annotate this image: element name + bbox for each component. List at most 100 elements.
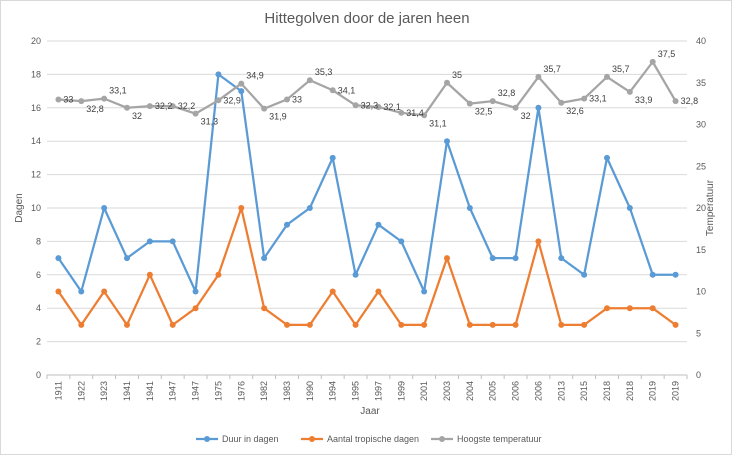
data-point-aantal-tropische-dagen — [78, 321, 85, 328]
x-tick-label: 2013 — [556, 381, 566, 401]
data-point-hoogste-temperatuur — [421, 112, 428, 119]
y-tick-label-right: 30 — [696, 120, 706, 130]
y-tick-label-right: 40 — [696, 36, 706, 46]
data-point-aantal-tropische-dagen — [124, 321, 130, 328]
data-point-duur-in-dagen — [306, 205, 313, 211]
data-label: 32,3 — [361, 100, 379, 110]
legend-marker-aantal-tropische-dagen — [309, 436, 315, 442]
x-tick-label: 1982 — [259, 381, 269, 401]
data-point-hoogste-temperatuur — [489, 98, 496, 105]
data-point-hoogste-temperatuur — [215, 97, 222, 104]
data-label: 32,9 — [223, 95, 241, 105]
data-point-hoogste-temperatuur — [146, 103, 153, 110]
data-point-duur-in-dagen — [238, 88, 245, 95]
data-point-duur-in-dagen — [581, 271, 588, 278]
series-line-aantal-tropische-dagen — [57, 206, 677, 327]
data-label: 35,3 — [315, 67, 333, 77]
data-label: 31,1 — [429, 118, 447, 128]
data-point-duur-in-dagen — [101, 205, 108, 211]
gridlines — [47, 40, 687, 376]
data-point-aantal-tropische-dagen — [581, 321, 588, 328]
x-tick-label: 1999 — [396, 381, 406, 401]
data-point-aantal-tropische-dagen — [398, 321, 405, 328]
data-label: 35,7 — [612, 64, 630, 74]
x-tick-label: 2006 — [533, 381, 543, 401]
data-point-duur-in-dagen — [169, 238, 176, 245]
y-tick-label-left: 18 — [31, 69, 41, 79]
data-point-aantal-tropische-dagen — [375, 288, 382, 295]
data-point-hoogste-temperatuur — [352, 102, 359, 109]
data-point-duur-in-dagen — [261, 255, 268, 262]
data-point-hoogste-temperatuur — [78, 98, 85, 105]
data-label: 33,1 — [109, 86, 127, 96]
data-point-duur-in-dagen — [352, 271, 359, 278]
data-point-hoogste-temperatuur — [306, 77, 313, 84]
y-tick-label-right: 35 — [696, 78, 706, 88]
legend-label-duur-in-dagen: Duur in dagen — [222, 434, 279, 444]
data-label: 32 — [521, 111, 531, 121]
data-point-aantal-tropische-dagen — [169, 321, 176, 328]
data-point-duur-in-dagen — [421, 288, 428, 295]
y-tick-label-left: 16 — [31, 103, 41, 113]
data-point-duur-in-dagen — [284, 221, 290, 228]
data-point-hoogste-temperatuur — [55, 96, 62, 103]
y-tick-label-left: 6 — [36, 270, 41, 280]
y-tick-label-left: 12 — [31, 170, 41, 180]
data-label: 32,2 — [178, 101, 196, 111]
data-label: 32,6 — [566, 106, 584, 116]
data-label: 33,1 — [589, 94, 607, 104]
data-point-aantal-tropische-dagen — [421, 321, 428, 328]
y-tick-label-left: 8 — [36, 236, 41, 246]
y-tick-label-right: 25 — [696, 161, 706, 171]
y-tick-label-left: 14 — [31, 136, 41, 146]
data-point-duur-in-dagen — [329, 154, 336, 161]
y-tick-label-right: 15 — [696, 245, 706, 255]
data-point-hoogste-temperatuur — [169, 103, 176, 110]
y-tick-label-left: 2 — [36, 337, 41, 347]
data-point-duur-in-dagen — [444, 138, 450, 145]
data-labels: 33 32,8 33,1 32 32,2 32,2 31,3 32,9 34,9 31,9 33 35… — [63, 49, 698, 128]
data-point-duur-in-dagen — [466, 205, 473, 211]
y-tick-label-right: 0 — [696, 370, 701, 380]
data-label: 32,1 — [383, 102, 401, 112]
data-label: 31,9 — [269, 112, 287, 122]
data-point-aantal-tropische-dagen — [649, 305, 656, 312]
data-point-duur-in-dagen — [192, 288, 199, 295]
data-point-aantal-tropische-dagen — [558, 321, 565, 328]
x-tick-label: 2019 — [671, 381, 681, 401]
x-tick-label: 1997 — [373, 381, 383, 401]
data-point-hoogste-temperatuur — [626, 88, 633, 95]
data-label: 33 — [63, 94, 73, 104]
data-point-aantal-tropische-dagen — [535, 238, 542, 245]
y-axis-title-right: Temperatuur — [705, 179, 716, 236]
x-tick-label: 1983 — [282, 381, 292, 401]
x-tick-label: 2018 — [625, 381, 635, 401]
x-tick-label: 2001 — [419, 381, 429, 401]
data-point-aantal-tropische-dagen — [55, 288, 62, 295]
data-label: 31,4 — [406, 108, 424, 118]
data-point-hoogste-temperatuur — [466, 100, 473, 107]
data-point-aantal-tropische-dagen — [192, 305, 199, 312]
data-point-hoogste-temperatuur — [284, 96, 290, 103]
x-tick-label: 2018 — [602, 381, 612, 401]
chart-title: Hittegolven door de jaren heen — [264, 10, 469, 27]
data-point-hoogste-temperatuur — [261, 105, 268, 112]
x-tick-label: 1923 — [99, 381, 109, 401]
data-point-aantal-tropische-dagen — [512, 321, 519, 328]
x-tick-label: 2015 — [579, 381, 589, 401]
data-point-aantal-tropische-dagen — [672, 321, 679, 328]
data-point-hoogste-temperatuur — [238, 80, 245, 87]
data-label: 32,8 — [498, 88, 516, 98]
data-point-hoogste-temperatuur — [558, 99, 565, 106]
data-point-aantal-tropische-dagen — [261, 305, 268, 312]
series-lines — [55, 58, 679, 328]
data-label: 34,1 — [338, 85, 356, 95]
y-axis-title-left: Dagen — [14, 193, 25, 222]
legend-marker-duur-in-dagen — [204, 436, 210, 442]
y-tick-label-right: 20 — [696, 203, 706, 213]
y-tick-label-right: 10 — [696, 287, 706, 297]
data-point-aantal-tropische-dagen — [215, 271, 222, 278]
